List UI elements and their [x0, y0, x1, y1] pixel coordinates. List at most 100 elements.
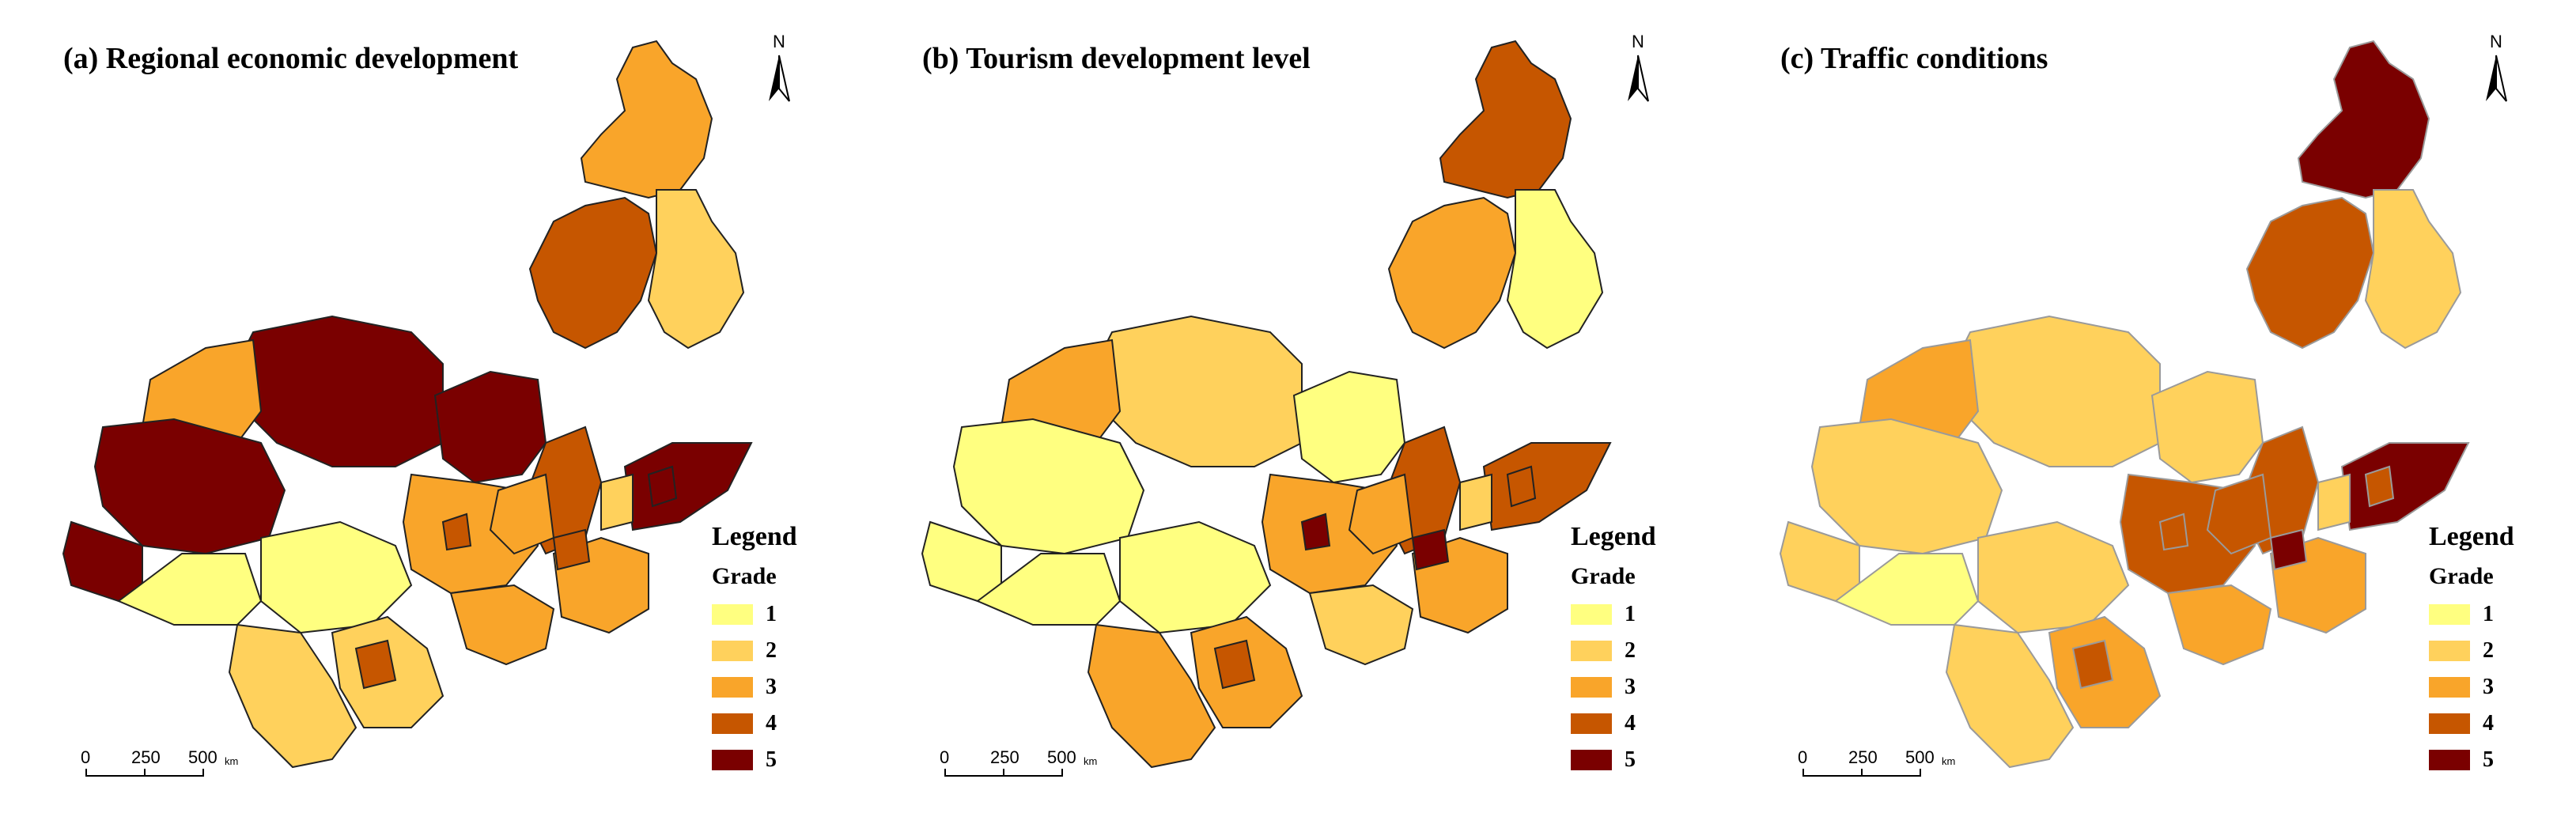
map-region-spot-a [2071, 639, 2114, 690]
legend-item-grade-2: 2 [1571, 633, 1705, 669]
legend-item-grade-1: 1 [2429, 596, 2563, 633]
map-region-northeast-mid [2245, 196, 2375, 350]
scale-bar: 0 250 500 km [940, 747, 1142, 795]
map-region-northeast-east [647, 189, 745, 350]
map-region-spot-d [2158, 512, 2189, 551]
scale-tick: 250 [1848, 747, 1878, 767]
map-region-qinghai [1119, 520, 1272, 634]
choropleth-map [921, 40, 1612, 769]
legend-swatch [2429, 713, 2470, 734]
map-region-central-south [449, 584, 555, 666]
map-region-hebei [489, 473, 555, 555]
legend-item-grade-3: 3 [2429, 669, 2563, 705]
map-region-northeast-east [2364, 189, 2462, 350]
north-arrow-icon: N [759, 32, 799, 103]
north-arrow-icon: N [2476, 32, 2516, 103]
north-arrow-icon: N [1618, 32, 1658, 103]
map-region-spot-a [1213, 639, 1256, 690]
map-region-spot-b [2269, 528, 2308, 571]
legend-swatch [1571, 713, 1612, 734]
legend-subtitle: Grade [712, 563, 777, 589]
scale-tick: 500 [1047, 747, 1076, 767]
legend-item-grade-5: 5 [712, 742, 846, 778]
panel-c: (c) Traffic conditions N Legend Grade 1 … [1717, 0, 2576, 832]
panel-a: (a) Regional economic development N Lege… [0, 0, 859, 832]
legend-title: Legend [1571, 522, 1656, 551]
map-region-spot-b [1411, 528, 1450, 571]
panel-b: (b) Tourism development level N Legend G… [859, 0, 1718, 832]
map-region-southwest [228, 623, 357, 769]
legend-item-grade-5: 5 [2429, 742, 2563, 778]
choropleth-map [1779, 40, 2470, 769]
map-region-qinghai [1977, 520, 2130, 634]
legend-item-grade-4: 4 [712, 705, 846, 742]
panel-title: (c) Traffic conditions [1780, 42, 2048, 75]
legend-swatch [712, 750, 753, 770]
map-region-shandong-tip [2340, 442, 2470, 531]
map-region-southwest [1945, 623, 2075, 769]
map-region-northeast-mid [1387, 196, 1517, 350]
panel-title: (a) Regional economic development [63, 42, 519, 75]
legend: Legend Grade 1 2 3 4 5 [2429, 522, 2563, 778]
panel-title: (b) Tourism development level [922, 42, 1311, 75]
legend-title: Legend [2429, 522, 2514, 551]
map-region-spot-a [354, 639, 397, 690]
scale-unit: km [1084, 755, 1098, 767]
legend-item-grade-5: 5 [1571, 742, 1705, 778]
legend-swatch [1571, 641, 1612, 661]
north-label: N [773, 32, 785, 51]
legend-swatch [2429, 604, 2470, 625]
legend-swatch [712, 604, 753, 625]
map-region-far-east [600, 473, 634, 531]
north-label: N [2490, 32, 2502, 51]
map-region-qinghai [260, 520, 413, 634]
map-region-central-south [1308, 584, 1414, 666]
map-region-northeast [1439, 40, 1572, 199]
map-region-north-central [236, 315, 444, 467]
map-region-northeast-east [1506, 189, 1604, 350]
legend-item-grade-2: 2 [712, 633, 846, 669]
map-region-spot-b [552, 528, 591, 571]
map-region-shandong-tip [1482, 442, 1612, 531]
legend-item-grade-2: 2 [2429, 633, 2563, 669]
legend-swatch [2429, 750, 2470, 770]
legend-title: Legend [712, 522, 797, 551]
legend-swatch [712, 641, 753, 661]
map-region-spot-c [647, 465, 678, 508]
scale-unit: km [1942, 755, 1956, 767]
scale-tick: 250 [131, 747, 161, 767]
legend-subtitle: Grade [1571, 563, 1636, 589]
scale-tick: 500 [188, 747, 218, 767]
map-region-central-north [2150, 370, 2264, 484]
legend-item-grade-3: 3 [1571, 669, 1705, 705]
map-region-spot-d [441, 512, 472, 551]
map-region-northeast [2297, 40, 2430, 199]
map-region-spot-c [1506, 465, 1537, 508]
map-region-west-block [952, 418, 1145, 555]
legend-swatch [712, 677, 753, 698]
legend-swatch [1571, 750, 1612, 770]
legend-item-grade-1: 1 [712, 596, 846, 633]
scale-bar: 0 250 500 km [1798, 747, 2000, 795]
north-label: N [1632, 32, 1644, 51]
legend-swatch [1571, 604, 1612, 625]
map-region-west-block [1810, 418, 2003, 555]
map-region-spot-d [1300, 512, 1331, 551]
map-region-hebei [2206, 473, 2272, 555]
map-region-north-central [1953, 315, 2161, 467]
legend-swatch [2429, 677, 2470, 698]
legend-swatch [2429, 641, 2470, 661]
map-region-west-block [93, 418, 286, 555]
map-region-central-south [2166, 584, 2272, 666]
scale-tick: 0 [940, 747, 950, 767]
legend-swatch [1571, 677, 1612, 698]
map-region-hebei [1348, 473, 1414, 555]
legend: Legend Grade 1 2 3 4 5 [1571, 522, 1705, 778]
map-region-far-east [2317, 473, 2351, 531]
map-region-north-central [1095, 315, 1303, 467]
choropleth-map [62, 40, 753, 769]
legend-subtitle: Grade [2429, 563, 2494, 589]
map-region-northeast [580, 40, 713, 199]
map-region-spot-c [2364, 465, 2395, 508]
scale-unit: km [225, 755, 239, 767]
